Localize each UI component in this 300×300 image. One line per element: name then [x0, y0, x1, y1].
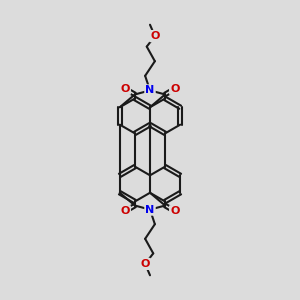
Text: O: O — [170, 206, 179, 216]
Text: O: O — [150, 31, 160, 41]
Text: O: O — [170, 84, 179, 94]
Text: O: O — [140, 259, 150, 269]
Text: O: O — [121, 206, 130, 216]
Text: O: O — [121, 84, 130, 94]
Text: N: N — [146, 205, 154, 214]
Text: N: N — [146, 85, 154, 95]
